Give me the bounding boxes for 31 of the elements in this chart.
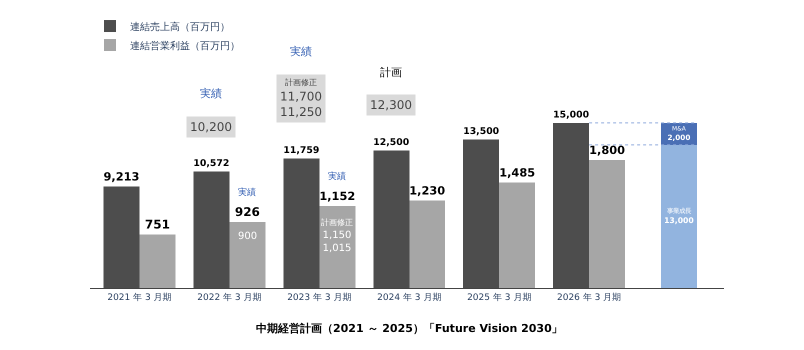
x-tick-label: 2022 年 3 月期 [197, 292, 262, 303]
data-label: 15,000 [553, 109, 590, 120]
legend-label: 連結営業利益（百万円） [130, 40, 240, 52]
annotation: 900 [238, 231, 258, 242]
data-label: 751 [144, 218, 170, 232]
data-label: 10,572 [193, 158, 230, 170]
text: 実績 [200, 87, 222, 100]
annotation: 計画修正 1,150 1,015 [321, 218, 353, 254]
text: 計画修正 11,700 11,250 [280, 78, 322, 120]
data-label: 1,152 [319, 189, 356, 204]
data-label: 13,500 [463, 126, 500, 137]
data-label: 1,800 [589, 143, 626, 158]
legend-label: 連結売上高（百万円） [130, 20, 230, 33]
text: 実績 [290, 45, 312, 58]
data-label: 11,759 [283, 145, 320, 156]
x-tick-label: 2025 年 3 月期 [467, 292, 532, 303]
annotation: 実績 [238, 187, 256, 198]
x-tick-label: 2024 年 3 月期 [377, 292, 442, 303]
data-label: 1,485 [499, 166, 536, 180]
data-label: 1,230 [409, 184, 446, 198]
text: 12,300 [370, 98, 412, 112]
x-tick-label: 2023 年 3 月期 [287, 292, 352, 303]
data-label: 926 [234, 205, 260, 220]
data-label: 9,213 [104, 170, 140, 184]
x-tick-label: 2026 年 3 月期 [557, 292, 622, 303]
x-tick-label: 2021 年 3 月期 [107, 292, 172, 303]
data-label: 12,500 [373, 136, 410, 148]
annotation: 実績 [328, 171, 346, 182]
text: 計画 [380, 66, 402, 79]
text: 中期経営計画（2021 ～ 2025）「Future Vision 2030」 [256, 322, 563, 335]
annotation: 10,200 [190, 120, 232, 134]
